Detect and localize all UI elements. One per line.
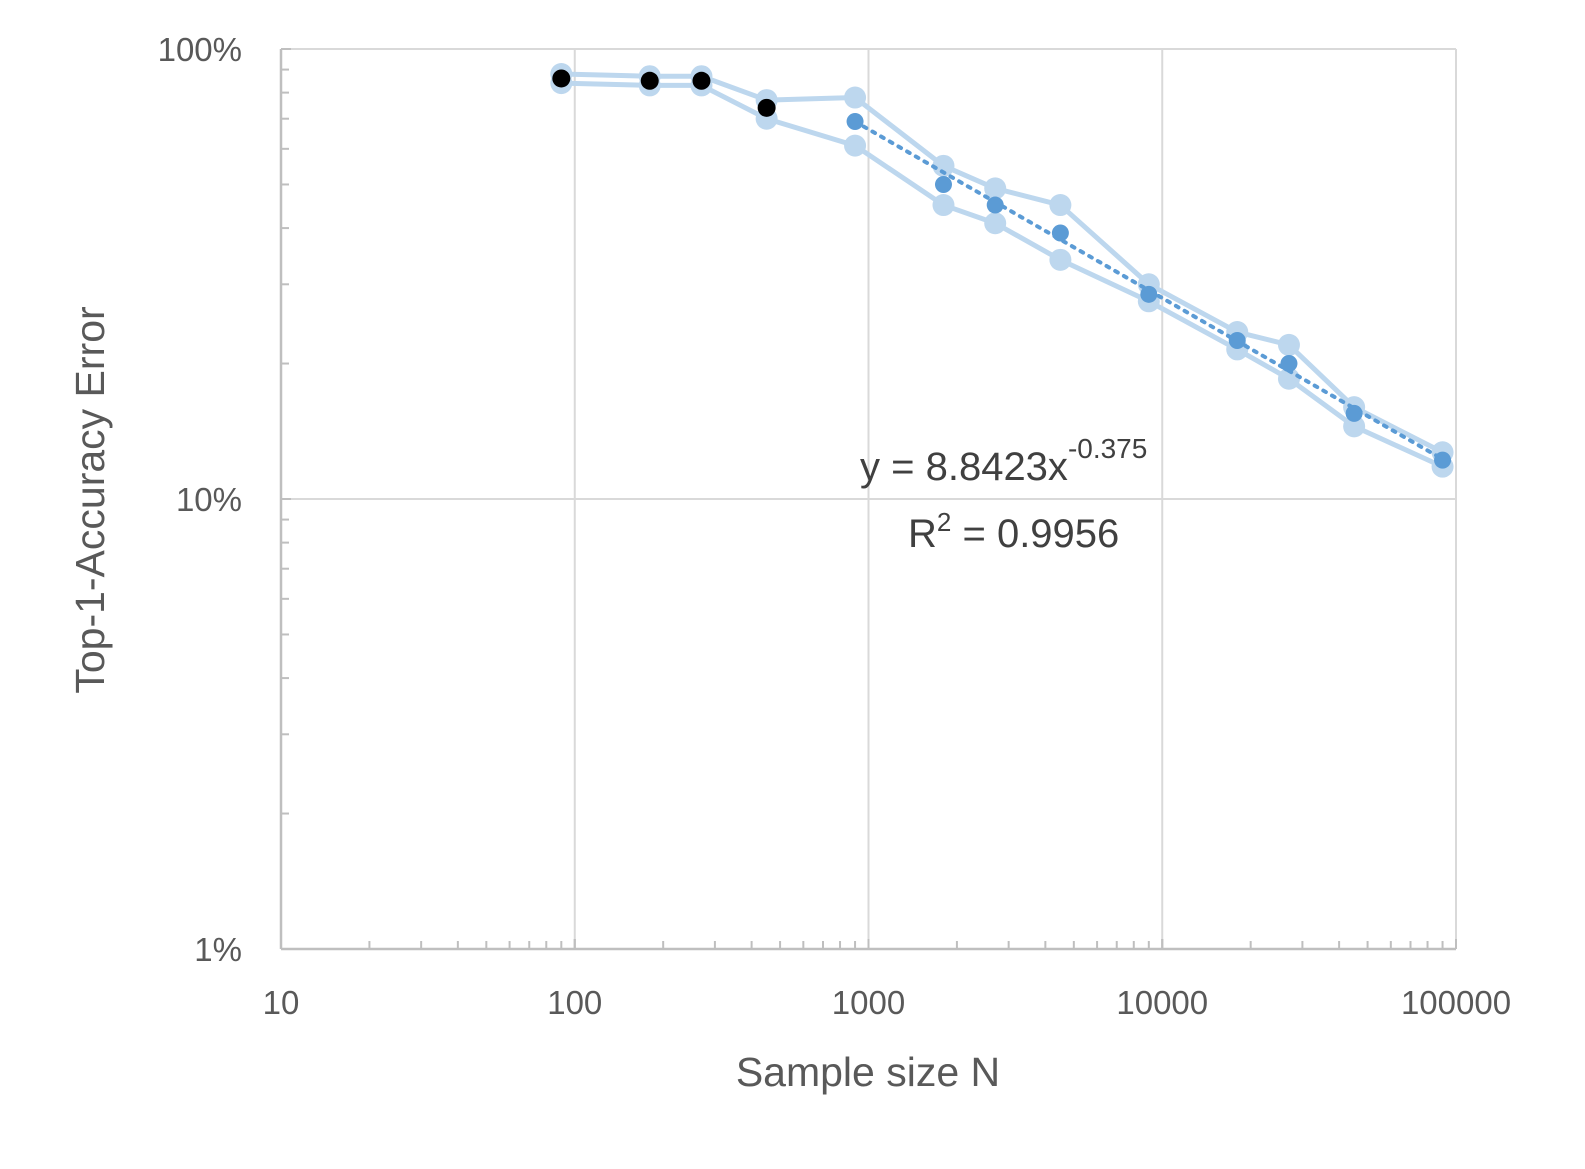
black-point <box>640 71 659 90</box>
band-point <box>984 212 1007 235</box>
blue-point <box>1434 451 1452 469</box>
band-point <box>1277 367 1300 390</box>
band-point <box>984 177 1007 200</box>
blue-point <box>986 196 1004 214</box>
trendline-r-squared: R2 = 0.9956 <box>908 507 1119 556</box>
band-point <box>1343 415 1366 438</box>
x-tick-label: 10000 <box>1116 984 1208 1021</box>
grid <box>281 48 1457 949</box>
r-squared-symbol: R <box>908 512 937 556</box>
black-point <box>692 71 711 90</box>
band-point <box>1049 194 1072 217</box>
y-tick-label: 1% <box>194 931 242 968</box>
band-point <box>932 194 955 217</box>
x-tick-label: 10 <box>263 984 300 1021</box>
band-point <box>1277 333 1300 356</box>
y-axis-title: Top-1-Accuracy Error <box>67 306 113 693</box>
x-tick-label: 100000 <box>1401 984 1511 1021</box>
band-point <box>932 154 955 177</box>
black-point <box>552 69 571 88</box>
trendline-equation-base: y = 8.8423x <box>860 445 1068 489</box>
x-tick-labels: 10 100 1000 10000 100000 <box>263 984 1511 1021</box>
band-point <box>844 134 867 157</box>
y-tick-label: 10% <box>176 481 242 518</box>
blue-point <box>1280 355 1298 373</box>
blue-point <box>846 113 864 131</box>
x-tick-label: 1000 <box>832 984 905 1021</box>
black-point <box>757 98 776 117</box>
blue-point <box>934 175 952 193</box>
x-axis-title: Sample size N <box>736 1049 1000 1095</box>
axes <box>279 49 1456 951</box>
blue-point <box>1228 332 1246 350</box>
r-squared-value: = 0.9956 <box>951 512 1119 556</box>
band-line <box>561 80 1444 469</box>
trendline-equation-exponent: -0.375 <box>1068 433 1147 464</box>
r-squared-superscript: 2 <box>937 507 951 537</box>
band-point <box>844 86 867 109</box>
y-tick-label: 100% <box>158 31 242 68</box>
blue-point <box>1051 224 1069 242</box>
blue-point <box>1345 404 1363 422</box>
blue-point <box>1140 285 1158 303</box>
band-series <box>550 62 1454 478</box>
y-tick-labels: 100% 10% 1% <box>158 31 242 968</box>
trendline-equation: y = 8.8423x-0.375 <box>860 433 1147 489</box>
band-point <box>1049 248 1072 271</box>
data-points <box>552 69 1452 469</box>
x-tick-label: 100 <box>547 984 602 1021</box>
